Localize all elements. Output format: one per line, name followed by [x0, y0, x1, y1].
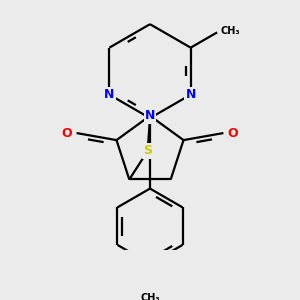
Text: N: N: [104, 88, 115, 101]
Text: CH₃: CH₃: [140, 293, 160, 300]
Text: CH₃: CH₃: [220, 26, 240, 36]
Text: N: N: [185, 88, 196, 101]
Text: O: O: [62, 127, 73, 140]
Text: N: N: [145, 109, 155, 122]
Text: S: S: [143, 145, 152, 158]
Text: O: O: [227, 127, 238, 140]
